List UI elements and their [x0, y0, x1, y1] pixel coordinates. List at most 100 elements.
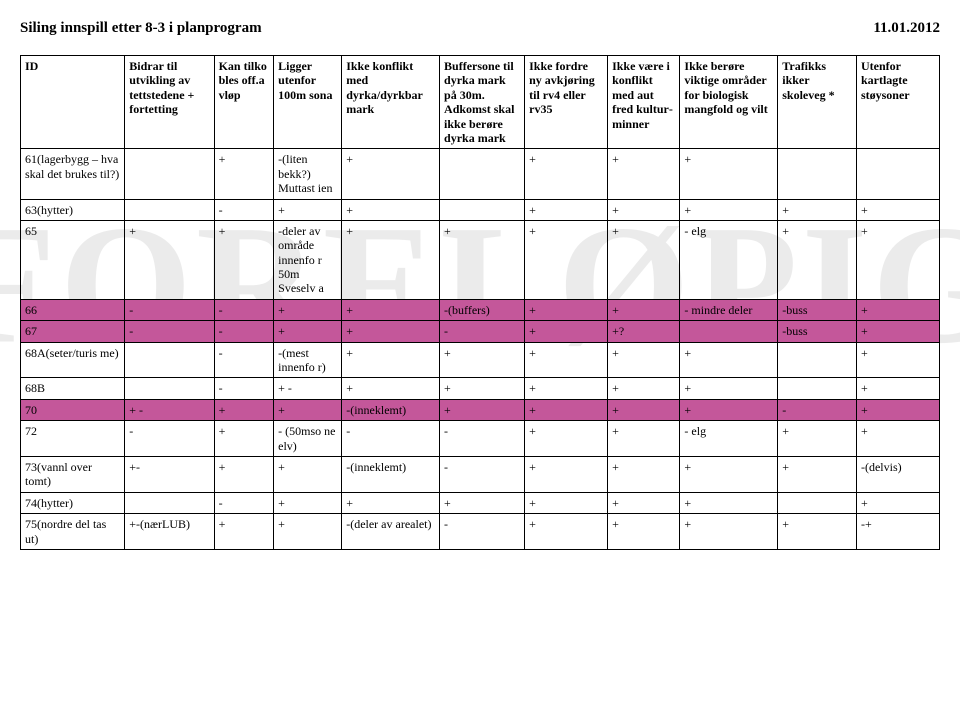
- table-cell: +: [778, 514, 857, 550]
- table-cell: +: [608, 492, 680, 513]
- table-row: 67--++-++?-buss+: [21, 321, 940, 342]
- table-cell: +: [525, 456, 608, 492]
- table-cell: -buss: [778, 299, 857, 320]
- table-cell: +: [525, 514, 608, 550]
- table-cell: +: [214, 149, 274, 199]
- table-cell: +: [440, 378, 525, 399]
- table-cell: +: [856, 378, 939, 399]
- table-cell: [778, 342, 857, 378]
- table-row: 70+ -++-(inneklemt)++++-+: [21, 399, 940, 420]
- table-cell: +: [856, 220, 939, 299]
- table-cell: +: [680, 199, 778, 220]
- table-cell: +: [608, 299, 680, 320]
- table-cell: [778, 492, 857, 513]
- table-cell: 72: [21, 421, 125, 457]
- table-cell: +: [440, 492, 525, 513]
- table-cell: +: [274, 399, 342, 420]
- table-cell: -(inneklemt): [342, 399, 440, 420]
- table-cell: 73(vannl over tomt): [21, 456, 125, 492]
- table-row: 73(vannl over tomt)+-++-(inneklemt)-++++…: [21, 456, 940, 492]
- table-cell: +: [680, 149, 778, 199]
- table-row: 63(hytter)-+++++++: [21, 199, 940, 220]
- col-header: Kan tilko bles off.a vløp: [214, 56, 274, 149]
- table-cell: +: [608, 342, 680, 378]
- table-cell: +: [608, 514, 680, 550]
- table-cell: +: [274, 514, 342, 550]
- table-cell: [440, 199, 525, 220]
- table-cell: +: [608, 378, 680, 399]
- table-cell: - mindre deler: [680, 299, 778, 320]
- table-cell: -: [214, 299, 274, 320]
- table-cell: [856, 149, 939, 199]
- table-row: 61(lagerbygg – hva skal det brukes til?)…: [21, 149, 940, 199]
- table-cell: -(mest innenfo r): [274, 342, 342, 378]
- table-cell: +: [214, 399, 274, 420]
- table-cell: -(liten bekk?) Muttast ien: [274, 149, 342, 199]
- table-cell: -: [214, 342, 274, 378]
- table-row: 74(hytter)-+++++++: [21, 492, 940, 513]
- table-cell: -(inneklemt): [342, 456, 440, 492]
- table-cell: [125, 199, 214, 220]
- table-cell: - (50mso ne elv): [274, 421, 342, 457]
- table-cell: +: [525, 220, 608, 299]
- table-cell: +-: [125, 456, 214, 492]
- table-cell: [778, 378, 857, 399]
- table-cell: - elg: [680, 220, 778, 299]
- table-cell: +: [608, 199, 680, 220]
- table-cell: -: [125, 321, 214, 342]
- table-cell: -: [125, 299, 214, 320]
- table-cell: +: [274, 199, 342, 220]
- page-date: 11.01.2012: [873, 20, 940, 37]
- col-header: Utenfor kartlagte støysoner: [856, 56, 939, 149]
- table-row: 65++-deler av område innenfo r 50m Svese…: [21, 220, 940, 299]
- table-cell: -: [214, 378, 274, 399]
- table-row: 68B-+ -++++++: [21, 378, 940, 399]
- table-cell: +: [680, 378, 778, 399]
- table-cell: +: [342, 342, 440, 378]
- table-cell: +: [608, 149, 680, 199]
- table-cell: -(buffers): [440, 299, 525, 320]
- table-cell: [440, 149, 525, 199]
- table-cell: +: [274, 456, 342, 492]
- table-cell: -deler av område innenfo r 50m Sveselv a: [274, 220, 342, 299]
- table-cell: +: [525, 149, 608, 199]
- table-cell: +: [214, 220, 274, 299]
- table-cell: +: [525, 421, 608, 457]
- table-cell: +: [608, 399, 680, 420]
- table-cell: + -: [274, 378, 342, 399]
- table-cell: +: [856, 299, 939, 320]
- table-cell: 66: [21, 299, 125, 320]
- table-cell: -: [125, 421, 214, 457]
- table-cell: +: [856, 199, 939, 220]
- table-cell: +: [856, 342, 939, 378]
- table-cell: -: [214, 492, 274, 513]
- table-cell: +: [342, 378, 440, 399]
- table-cell: +: [214, 456, 274, 492]
- table-cell: +: [342, 220, 440, 299]
- table-cell: -: [440, 456, 525, 492]
- table-cell: +: [856, 421, 939, 457]
- table-cell: +: [680, 399, 778, 420]
- table-cell: -+: [856, 514, 939, 550]
- table-cell: 74(hytter): [21, 492, 125, 513]
- table-cell: +: [608, 220, 680, 299]
- table-cell: -: [214, 321, 274, 342]
- table-cell: +: [856, 492, 939, 513]
- table-cell: -: [440, 421, 525, 457]
- col-header: Ikke være i konflikt med aut fred kultur…: [608, 56, 680, 149]
- table-cell: +: [608, 456, 680, 492]
- data-table: ID Bidrar til utvikling av tettstedene +…: [20, 55, 940, 550]
- table-cell: +: [680, 342, 778, 378]
- table-cell: +: [778, 199, 857, 220]
- table-cell: +: [342, 199, 440, 220]
- table-cell: +: [525, 321, 608, 342]
- table-cell: +: [856, 399, 939, 420]
- page-header: Siling innspill etter 8-3 i planprogram …: [20, 20, 940, 37]
- table-cell: +: [274, 321, 342, 342]
- table-cell: 75(nordre del tas ut): [21, 514, 125, 550]
- table-row: 66--++-(buffers)++- mindre deler-buss+: [21, 299, 940, 320]
- table-cell: +: [342, 299, 440, 320]
- table-cell: +: [680, 492, 778, 513]
- table-cell: +: [214, 421, 274, 457]
- table-cell: -: [342, 421, 440, 457]
